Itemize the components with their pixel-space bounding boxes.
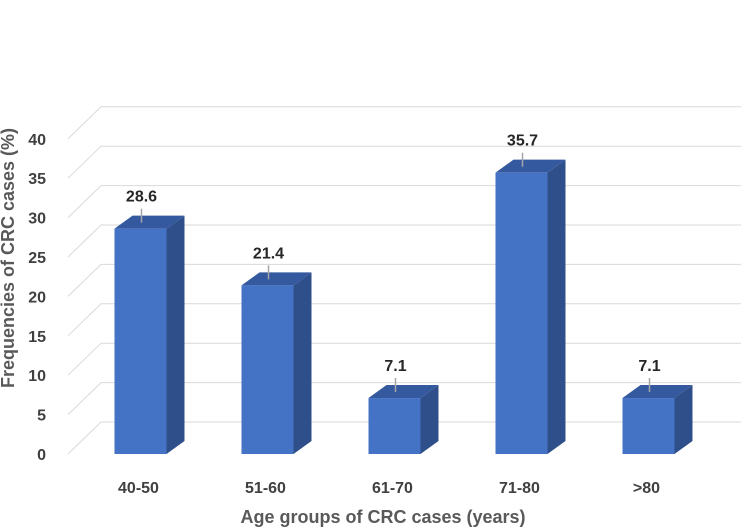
bar: [495, 159, 566, 454]
gridline: [67, 145, 741, 179]
bars: [114, 159, 693, 454]
bar-side-face: [674, 385, 693, 454]
bar-side-face: [293, 272, 312, 454]
bar-top-face: [368, 385, 439, 399]
x-tick-label: 71-80: [499, 480, 540, 497]
bar-top-face: [241, 272, 312, 286]
data-label: 21.4: [253, 245, 284, 262]
bar: [368, 385, 439, 454]
data-label: 7.1: [638, 358, 660, 375]
y-tick-label: 30: [28, 211, 46, 228]
y-tick-label: 20: [28, 289, 46, 306]
x-axis-title: Age groups of CRC cases (years): [240, 507, 525, 527]
bar-side-face: [547, 159, 566, 454]
bar: [622, 385, 693, 454]
gridline: [67, 185, 741, 218]
bar-top-face: [495, 159, 566, 173]
bar-side-face: [166, 215, 185, 454]
x-axis-ticks: 40-50 51-60 61-70 71-80 >80: [118, 480, 660, 497]
bar-top-face: [114, 215, 185, 229]
y-tick-label: 5: [37, 408, 46, 425]
bar: [241, 272, 312, 454]
y-tick-label: 25: [28, 250, 46, 267]
x-tick-label: 61-70: [372, 480, 413, 497]
bar-front-face: [241, 285, 294, 454]
data-label: 35.7: [507, 133, 538, 150]
x-tick-label: >80: [633, 480, 660, 497]
y-tick-label: 10: [28, 368, 46, 385]
y-tick-label: 40: [28, 132, 46, 149]
bar-front-face: [114, 228, 167, 454]
bar-side-face: [420, 385, 439, 454]
bar-front-face: [368, 398, 421, 454]
data-label: 28.6: [126, 189, 157, 206]
bar-front-face: [622, 398, 675, 454]
gridlines: [67, 106, 741, 455]
data-labels: 28.6 21.4 7.1 35.7 7.1: [126, 133, 661, 393]
y-axis-title: Frequencies of CRC cases (%): [0, 128, 18, 388]
bar: [114, 215, 185, 454]
x-tick-label: 51-60: [245, 480, 286, 497]
data-label: 7.1: [384, 358, 406, 375]
y-axis-ticks: 0 5 10 15 20 25 30 35 40: [28, 132, 46, 464]
y-tick-label: 0: [37, 447, 46, 464]
bar-top-face: [622, 385, 693, 399]
bar-front-face: [495, 172, 548, 454]
y-tick-label: 15: [28, 329, 46, 346]
x-tick-label: 40-50: [118, 480, 159, 497]
gridline: [67, 106, 741, 140]
y-tick-label: 35: [28, 171, 46, 188]
